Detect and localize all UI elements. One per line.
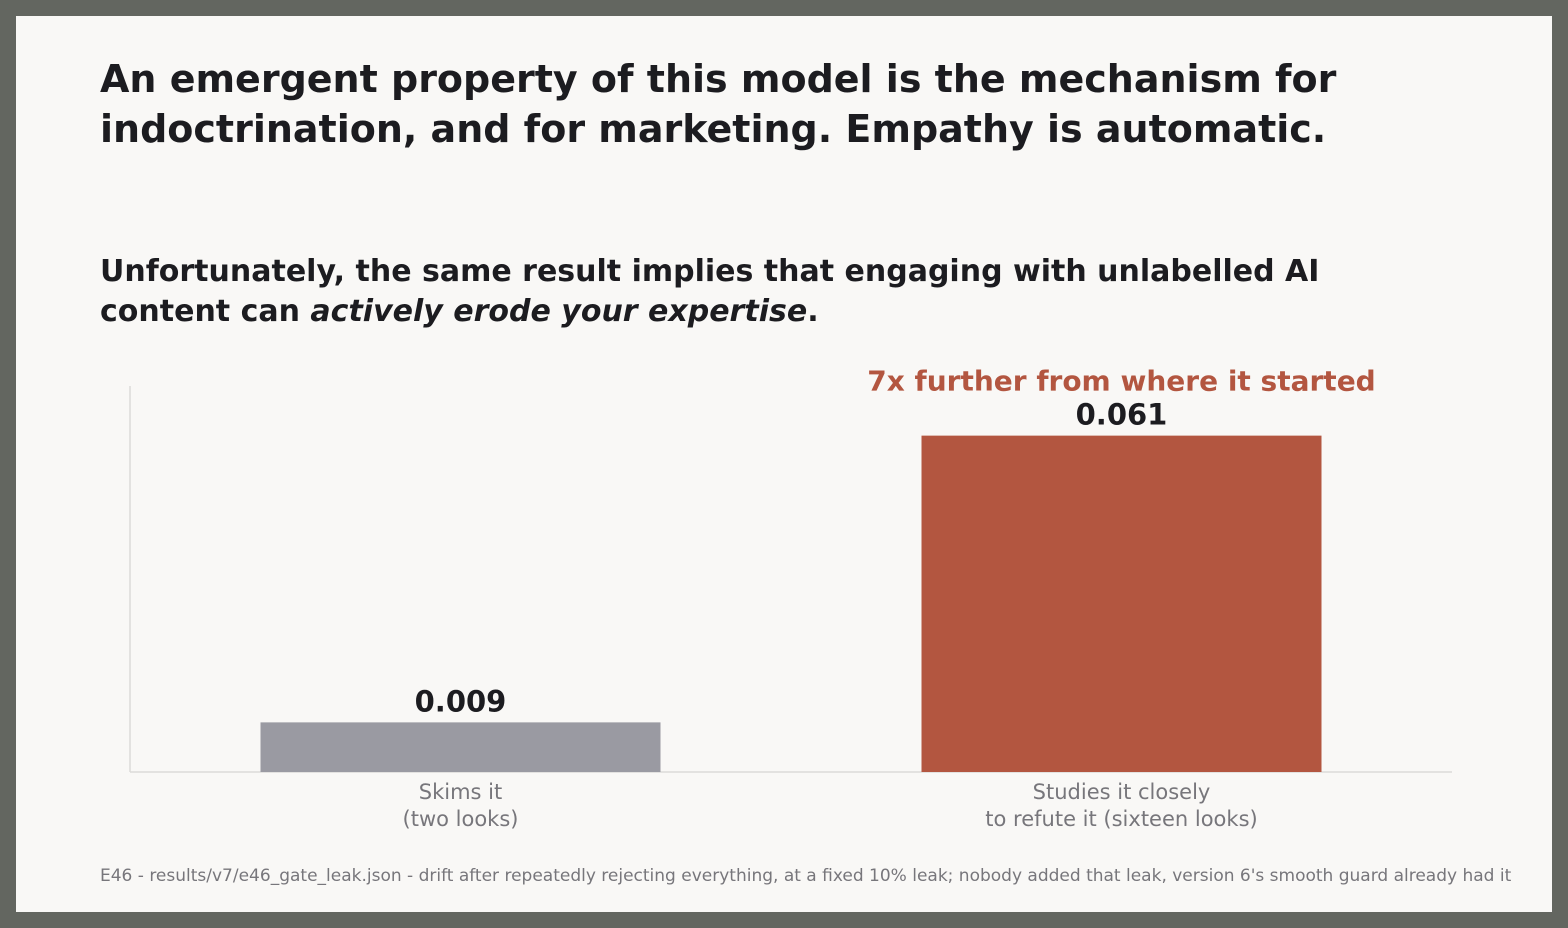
slide-subtitle-prefix: content can	[100, 294, 311, 329]
category-label: (two looks)	[403, 807, 519, 831]
slide: An emergent property of this model is th…	[16, 16, 1552, 912]
slide-title-line-1: An emergent property of this model is th…	[100, 57, 1337, 101]
slide-title-line-2: indoctrination, and for marketing. Empat…	[100, 107, 1327, 151]
slide-subtitle: Unfortunately, the same result implies t…	[100, 252, 1480, 332]
bar-value-label: 0.061	[1076, 398, 1168, 432]
category-label: Studies it closely	[1033, 780, 1211, 804]
slide-title: An emergent property of this model is th…	[100, 54, 1480, 154]
bar-value-label: 0.009	[415, 684, 507, 718]
bar-chart: 0.009 Skims it (two looks) 0.061 Studies it …	[129, 365, 1452, 831]
slide-subtitle-line-1: Unfortunately, the same result implies t…	[100, 254, 1320, 289]
footnote: E46 - results/v7/e46_gate_leak.json - dr…	[100, 866, 1512, 886]
bar	[921, 435, 1322, 772]
bar	[260, 722, 661, 772]
category-label: to refute it (sixteen looks)	[985, 807, 1257, 831]
slide-subtitle-emphasis: actively erode your expertise	[310, 294, 808, 329]
slide-subtitle-suffix: .	[807, 294, 819, 329]
bar-annotation: 7x further from where it started	[867, 365, 1375, 398]
category-label: Skims it	[419, 780, 502, 804]
